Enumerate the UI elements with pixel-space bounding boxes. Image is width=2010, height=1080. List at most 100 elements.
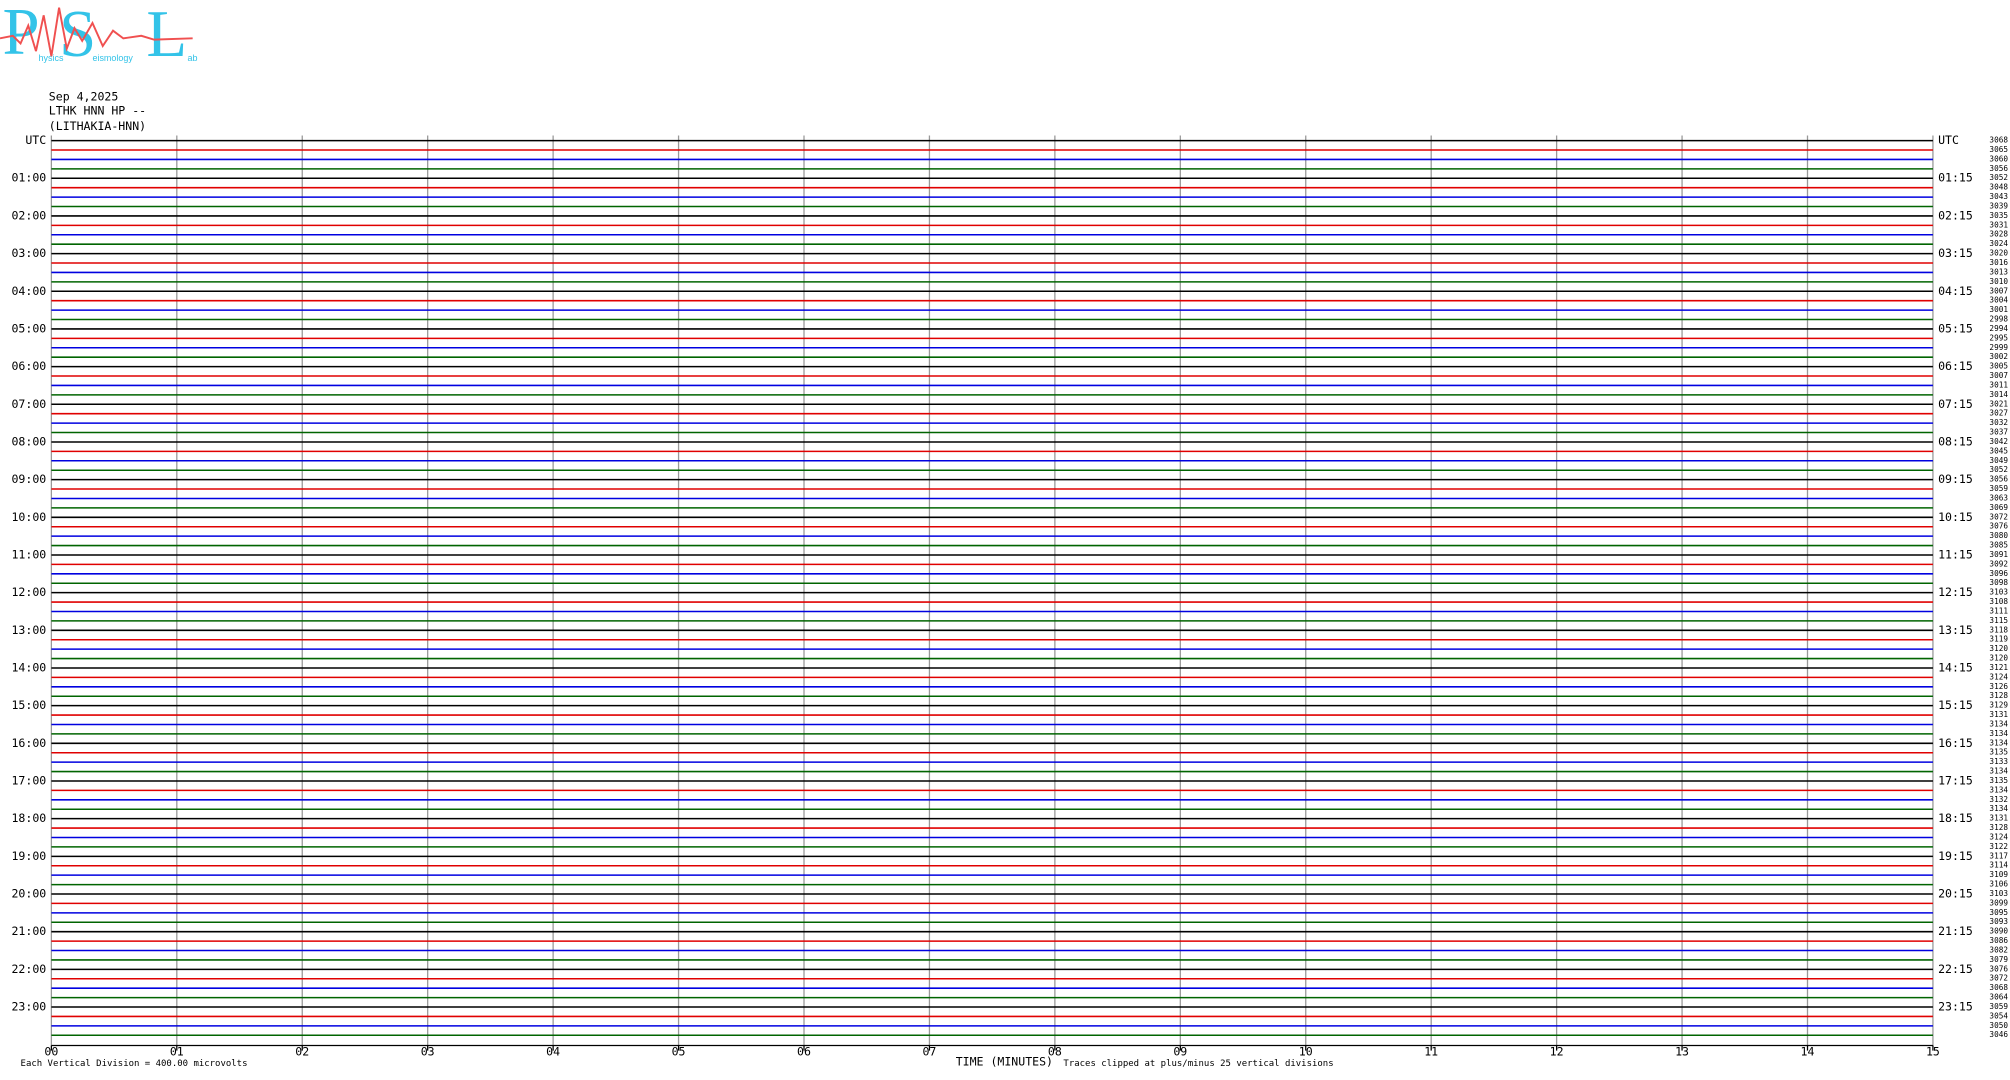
row-count: 3133 [1989,757,2008,766]
x-tick-label: 13 [1675,1044,1689,1058]
logo-word: ab [188,53,198,63]
row-count: 3135 [1989,776,2008,785]
left-time-label: 01:00 [11,171,46,185]
row-count: 3079 [1989,955,2008,964]
row-count: 3134 [1989,738,2008,747]
x-tick-label: 15 [1926,1044,1940,1058]
left-time-label: 17:00 [11,774,46,788]
station: LTHK HNN HP -- [49,104,146,118]
row-count: 3072 [1989,974,2008,983]
row-count: 3134 [1989,804,2008,813]
row-count: 3103 [1989,889,2008,898]
left-time-label: 08:00 [11,434,46,448]
row-count: 3090 [1989,927,2008,936]
x-tick-label: 14 [1801,1044,1815,1058]
row-count: 3122 [1989,842,2008,851]
right-time-label: 10:15 [1938,510,1973,524]
row-count: 3005 [1989,362,2008,371]
x-tick-label: 02 [295,1044,309,1058]
row-count: 2999 [1989,343,2008,352]
row-count: 3024 [1989,239,2008,248]
right-time-label: 11:15 [1938,547,1973,561]
row-count: 3103 [1989,588,2008,597]
right-time-label: 09:15 [1938,472,1973,486]
row-count: 3028 [1989,230,2008,239]
date: Sep 4,2025 [49,90,119,104]
row-count: 2995 [1989,333,2008,342]
row-count: 3135 [1989,748,2008,757]
row-count: 3068 [1989,136,2008,145]
row-count: 3132 [1989,795,2008,804]
left-time-label: 18:00 [11,811,46,825]
row-count: 3059 [1989,484,2008,493]
row-count: 3114 [1989,861,2008,870]
right-time-label: 15:15 [1938,698,1973,712]
right-time-label: 12:15 [1938,585,1973,599]
row-count: 3052 [1989,173,2008,182]
logo: P hysics S eismology L ab [0,0,198,71]
row-count: 2998 [1989,315,2008,324]
right-time-label: 02:15 [1938,208,1973,222]
row-count: 3065 [1989,145,2008,154]
right-time-label: UTC [1938,133,1959,147]
row-count: 3134 [1989,719,2008,728]
row-count: 3046 [1989,1030,2008,1039]
right-time-label: 08:15 [1938,434,1973,448]
row-count: 3050 [1989,1021,2008,1030]
row-count: 3106 [1989,880,2008,889]
row-count: 3052 [1989,465,2008,474]
row-count: 3086 [1989,936,2008,945]
row-count: 3010 [1989,277,2008,286]
left-time-label: 13:00 [11,623,46,637]
row-count: 3076 [1989,964,2008,973]
left-time-label: 19:00 [11,849,46,863]
row-count: 3007 [1989,371,2008,380]
right-time-label: 06:15 [1938,359,1973,373]
right-time-label: 23:15 [1938,1000,1973,1014]
left-time-label: 14:00 [11,660,46,674]
row-count: 3111 [1989,606,2008,615]
left-time-label: 15:00 [11,698,46,712]
row-count: 3014 [1989,390,2008,399]
plot: 00 01 02 03 04 05 06 07 08 09 10 11 12 13 14 1530683065… [11,133,2008,1058]
row-count: 3080 [1989,531,2008,540]
row-count: 3120 [1989,654,2008,663]
row-count: 3096 [1989,569,2008,578]
right-time-label: 16:15 [1938,736,1973,750]
left-time-label: 02:00 [11,208,46,222]
right-time-label: 13:15 [1938,623,1973,637]
row-count: 3054 [1989,1011,2008,1020]
left-time-label: 03:00 [11,246,46,260]
row-count: 3021 [1989,399,2008,408]
row-count: 3124 [1989,672,2008,681]
row-count: 3045 [1989,446,2008,455]
right-time-label: 07:15 [1938,397,1973,411]
clip-note: Traces clipped at plus/minus 25 vertical… [1063,1059,1333,1069]
row-count: 3069 [1989,503,2008,512]
x-tick-label: 12 [1550,1044,1564,1058]
row-count: 3124 [1989,833,2008,842]
row-count: 3016 [1989,258,2008,267]
logo-letter: L [146,0,187,71]
row-count: 3031 [1989,220,2008,229]
right-time-label: 17:15 [1938,774,1973,788]
row-count: 3098 [1989,578,2008,587]
row-count: 3059 [1989,1002,2008,1011]
left-time-label: 20:00 [11,887,46,901]
row-count: 3121 [1989,663,2008,672]
right-time-label: 22:15 [1938,962,1973,976]
row-count: 2994 [1989,324,2008,333]
row-count: 3085 [1989,541,2008,550]
row-count: 3020 [1989,249,2008,258]
row-count: 3134 [1989,785,2008,794]
left-time-label: 16:00 [11,736,46,750]
x-tick-label: 01 [170,1044,184,1058]
left-time-label: 21:00 [11,924,46,938]
row-count: 3011 [1989,380,2008,389]
logo-word: hysics [39,53,64,63]
row-count: 3120 [1989,644,2008,653]
x-axis-title: TIME (MINUTES) [956,1055,1053,1069]
row-count: 3131 [1989,814,2008,823]
right-time-label: 21:15 [1938,924,1973,938]
